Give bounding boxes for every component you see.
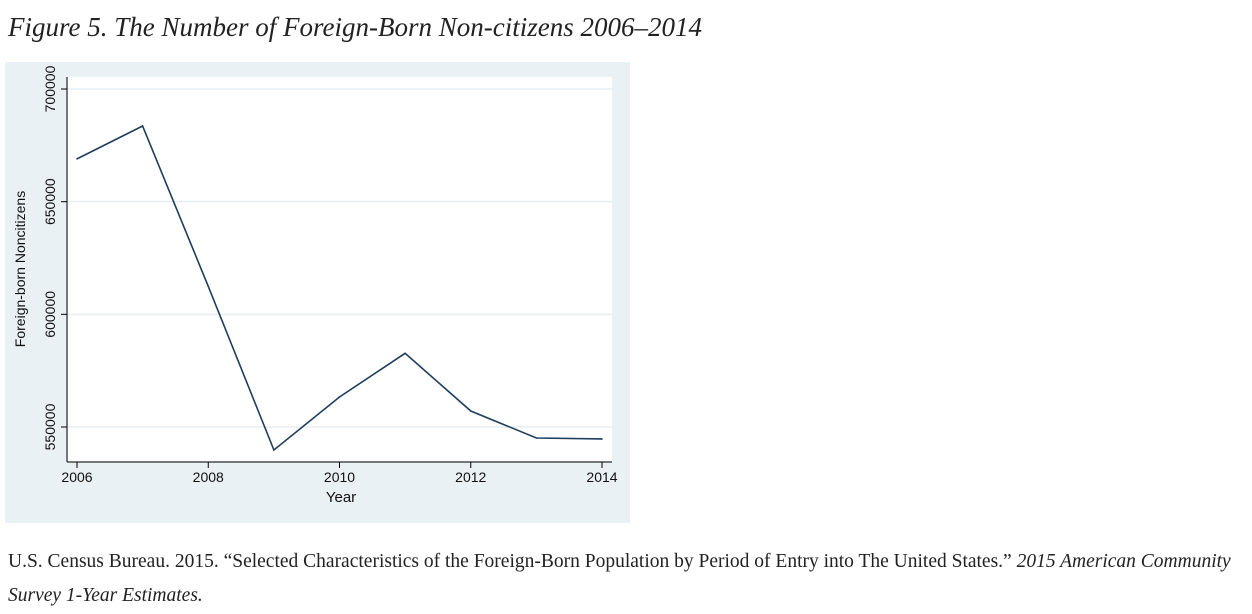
- y-axis-label: Foreign-born Noncitizens: [12, 191, 28, 347]
- data-point: [535, 437, 538, 439]
- figure-title: Figure 5. The Number of Foreign-Born Non…: [8, 12, 702, 42]
- y-tick-label: 650000: [42, 178, 58, 225]
- source-citation: U.S. Census Bureau. 2015. “Selected Char…: [8, 545, 1248, 613]
- data-point: [338, 396, 341, 398]
- plot-area: [68, 77, 612, 461]
- x-tick-label: 2012: [455, 469, 486, 485]
- source-italic: 2015 American Community Survey 1-Year Es…: [8, 551, 1231, 606]
- x-axis-label: Year: [326, 489, 356, 506]
- y-tick-label: 550000: [42, 403, 58, 450]
- y-tick-label: 700000: [42, 65, 58, 112]
- x-tick-label: 2008: [193, 469, 224, 485]
- data-point: [404, 352, 406, 355]
- x-tick-label: 2014: [586, 469, 617, 485]
- data-points: [76, 125, 603, 451]
- data-point: [141, 125, 144, 127]
- x-ticks: 2006 2008 2010 2012 2014: [61, 462, 618, 485]
- data-point: [76, 158, 78, 160]
- y-ticks: 550000 600000 650000 700000: [42, 65, 67, 450]
- source-text: U.S. Census Bureau. 2015. “Selected Char…: [8, 551, 1017, 572]
- gridlines: [68, 88, 612, 428]
- line-chart: 550000 600000 650000 700000 2006 2008 2010 201…: [5, 62, 630, 523]
- y-tick-label: 600000: [42, 291, 58, 338]
- x-tick-label: 2010: [324, 469, 355, 485]
- data-point: [273, 449, 275, 451]
- data-point: [601, 438, 603, 440]
- data-point: [469, 410, 472, 412]
- x-tick-label: 2006: [61, 469, 92, 485]
- data-point: [207, 285, 210, 288]
